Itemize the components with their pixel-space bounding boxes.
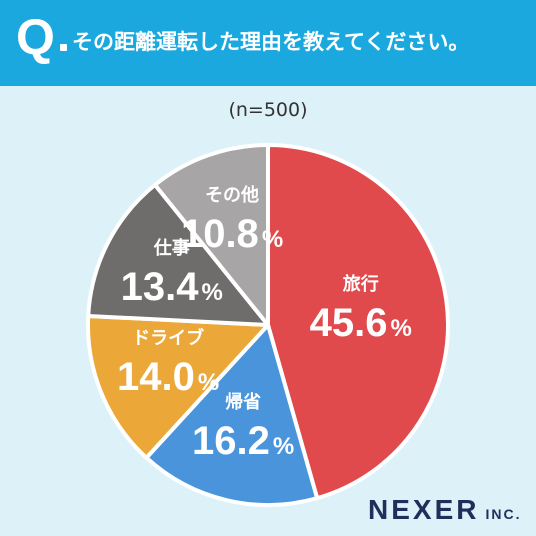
pie-label-category-4: 仕事	[153, 237, 190, 259]
pie-slice-4	[86, 182, 270, 327]
question-text: その距離運転した理由を教えてください。	[72, 30, 470, 54]
pie-slice-2	[144, 323, 320, 507]
pie-label-value-5: 10.8%	[181, 212, 283, 256]
pie-label-value-1: 45.6%	[310, 301, 412, 345]
nexer-logo: NEXER INC.	[368, 494, 521, 526]
logo-brand: NEXER	[368, 494, 480, 525]
pie-label-category-3: ドライブ	[132, 327, 204, 349]
sample-size: (n=500)	[228, 99, 308, 121]
pie-label-value-2: 16.2%	[192, 419, 294, 463]
pie-label-category-1: 旅行	[343, 273, 379, 295]
question-header: Q その距離運転した理由を教えてください。	[0, 0, 536, 86]
pie-label-value-3: 14.0%	[117, 355, 219, 399]
logo-suffix: INC.	[485, 506, 522, 522]
pie-slice-3	[86, 313, 270, 460]
pie-slice-1	[266, 143, 450, 501]
pie-label-category-5: その他	[205, 184, 259, 206]
pie-slice-5	[153, 143, 270, 327]
question-q-mark: Q	[16, 9, 55, 65]
question-q-dot	[60, 44, 67, 51]
pie-labels: 旅行 45.6 % 帰省 16.2 % ドライブ 14.0 % 仕事 13.4 % その他 10.8%	[117, 184, 412, 463]
pie-label-value-4: 13.4%	[121, 265, 223, 309]
pie-slices	[86, 143, 450, 507]
pie-label-category-2: 帰省	[225, 391, 261, 413]
